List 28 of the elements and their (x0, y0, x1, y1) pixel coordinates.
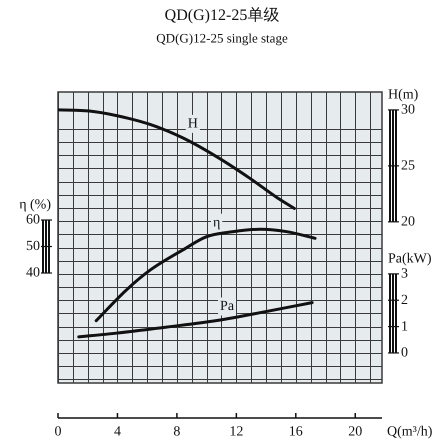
y-tick-label: 25 (401, 158, 415, 174)
y3-tick-label: 2 (401, 292, 408, 308)
series-label: η (212, 215, 220, 230)
series-label: H (188, 116, 198, 132)
x-tick-label: 8 (173, 424, 180, 440)
line-series (94, 228, 317, 322)
series-label: Pa (220, 299, 235, 314)
line-series (58, 108, 296, 210)
x-tick-label: 0 (54, 424, 62, 440)
y3-axis-title: Pa(kW) (388, 252, 432, 267)
y2-tick-label: 60 (26, 212, 40, 228)
chart-title: QD(G)12-25单级 (164, 6, 280, 24)
y-tick-label: 30 (401, 102, 415, 118)
x-tick-label: 4 (114, 424, 121, 440)
x-tick-label: 20 (348, 424, 362, 440)
x-tick-label: 16 (288, 424, 303, 440)
y3-tick-label: 3 (401, 266, 408, 282)
y2-axis-title: η (%) (19, 198, 52, 213)
y3-tick-label: 1 (401, 319, 408, 334)
chart-subtitle: QD(G)12-25 single stage (156, 30, 288, 46)
line-series (77, 301, 314, 338)
y-tick-label: 20 (401, 214, 415, 230)
y3-tick-label: 0 (401, 346, 408, 361)
y2-tick-label: 40 (26, 266, 40, 281)
x-axis-title: Q(m³/h) (387, 424, 433, 440)
x-tick-label: 12 (229, 424, 244, 440)
y-axis-title: H(m) (388, 88, 419, 103)
y2-tick-label: 50 (26, 239, 40, 254)
